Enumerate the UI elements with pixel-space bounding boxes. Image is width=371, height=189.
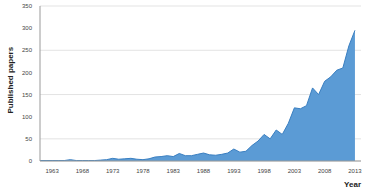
svg-text:200: 200 <box>22 70 33 76</box>
svg-text:1963: 1963 <box>45 168 59 174</box>
svg-text:Year: Year <box>344 180 361 189</box>
svg-text:1968: 1968 <box>76 168 90 174</box>
svg-text:1978: 1978 <box>136 168 150 174</box>
svg-text:1998: 1998 <box>257 168 271 174</box>
svg-text:150: 150 <box>22 92 33 98</box>
svg-text:250: 250 <box>22 47 33 53</box>
svg-text:300: 300 <box>22 25 33 31</box>
svg-text:350: 350 <box>22 3 33 9</box>
svg-text:Published papers: Published papers <box>8 46 15 113</box>
svg-text:1983: 1983 <box>167 168 181 174</box>
svg-text:0: 0 <box>29 158 33 164</box>
svg-text:2013: 2013 <box>348 168 362 174</box>
svg-text:1993: 1993 <box>227 168 241 174</box>
svg-text:50: 50 <box>25 136 32 142</box>
svg-text:2008: 2008 <box>318 168 332 174</box>
svg-text:100: 100 <box>22 114 33 120</box>
svg-text:2003: 2003 <box>288 168 302 174</box>
svg-text:1973: 1973 <box>106 168 120 174</box>
svg-text:1988: 1988 <box>197 168 211 174</box>
